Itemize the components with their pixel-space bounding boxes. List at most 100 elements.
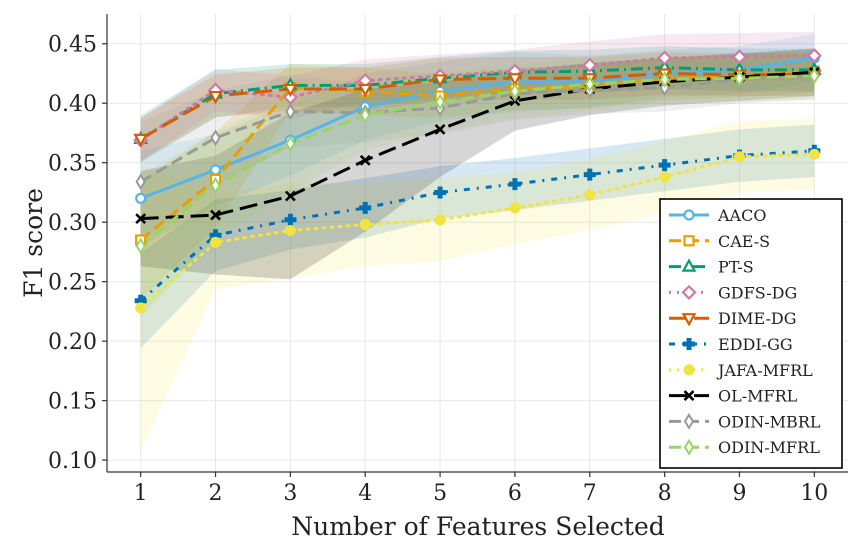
point-dime-dg-1 — [133, 133, 149, 148]
point-eddi-gg-2 — [209, 229, 222, 242]
legend-marker-pt-s — [681, 258, 697, 272]
line-odin-mbrl — [139, 74, 815, 184]
point-jafa-mfrl-4 — [359, 219, 371, 231]
legend-label-eddi-gg: EDDI-GG — [718, 335, 793, 354]
point-eddi-gg-1 — [134, 294, 147, 307]
x-axis-label: Number of Features Selected — [291, 512, 665, 541]
point-jafa-mfrl-6 — [509, 202, 521, 214]
point-jafa-mfrl-1 — [135, 302, 147, 314]
legend: AACO CAE-S PT-S GDFS-DG DIME-DG EDDI-GG JAFA-M… — [659, 198, 843, 469]
point-gdfs-dg-9 — [731, 49, 748, 65]
line-gdfs-dg — [139, 54, 816, 142]
point-dime-dg-5 — [432, 74, 448, 88]
point-eddi-gg-5 — [434, 186, 447, 199]
band-jafa-mfrl — [140, 118, 815, 451]
series-markers — [133, 48, 822, 314]
point-aaco-2 — [209, 164, 222, 176]
x-tick-label: 6 — [508, 481, 522, 506]
x-tick-label: 8 — [658, 481, 672, 506]
point-eddi-gg-4 — [359, 201, 372, 214]
x-tick-label: 7 — [583, 481, 597, 506]
y-tick-label: 0.20 — [48, 330, 97, 355]
legend-marker-dime-dg — [681, 313, 697, 327]
point-odin-mfrl-7 — [584, 75, 595, 93]
line-pt-s — [139, 66, 815, 141]
x-tick-label: 10 — [800, 481, 828, 506]
point-odin-mfrl-1 — [135, 237, 146, 255]
legend-marker-odin-mbrl — [683, 412, 695, 430]
x-tick-label: 5 — [433, 481, 447, 506]
point-eddi-gg-7 — [583, 168, 596, 181]
point-eddi-gg-3 — [284, 213, 297, 226]
legend-marker-ol-mfrl — [683, 390, 695, 402]
legend-marker-odin-mfrl — [683, 438, 695, 456]
axes — [102, 14, 848, 477]
y-tick-label: 0.35 — [48, 152, 97, 177]
point-jafa-mfrl-8 — [659, 171, 671, 183]
x-tick-label: 4 — [358, 481, 372, 506]
point-odin-mbrl-2 — [210, 129, 221, 147]
y-tick-label: 0.25 — [48, 271, 97, 296]
legend-marker-eddi-gg — [683, 338, 695, 350]
legend-marker-jafa-mfrl — [683, 364, 695, 376]
point-ol-mfrl-5 — [434, 123, 446, 135]
legend-label-dime-dg: DIME-DG — [718, 309, 797, 328]
line-jafa-mfrl — [139, 152, 816, 310]
series-lines — [139, 54, 816, 310]
point-jafa-mfrl-10 — [808, 148, 820, 160]
point-ol-mfrl-2 — [210, 209, 221, 221]
point-eddi-gg-6 — [508, 178, 521, 191]
legend-label-pt-s: PT-S — [718, 258, 754, 277]
band-gdfs-dg — [140, 31, 815, 162]
legend-label-odin-mfrl: ODIN-MFRL — [718, 438, 820, 457]
point-ol-mfrl-4 — [359, 154, 371, 166]
point-jafa-mfrl-2 — [210, 236, 222, 248]
point-odin-mfrl-5 — [434, 93, 446, 111]
legend-marker-aaco — [683, 209, 695, 221]
point-ol-mfrl-3 — [284, 190, 296, 202]
line-odin-mfrl — [139, 74, 815, 248]
point-odin-mfrl-2 — [210, 176, 221, 194]
legend-label-gdfs-dg: GDFS-DG — [718, 283, 797, 302]
point-dime-dg-4 — [357, 83, 373, 98]
x-tick-label: 3 — [283, 481, 297, 506]
point-gdfs-dg-8 — [657, 50, 673, 66]
point-gdfs-dg-7 — [582, 57, 598, 73]
point-odin-mfrl-10 — [809, 67, 820, 85]
legend-marker-gdfs-dg — [681, 284, 697, 300]
y-tick-label: 0.30 — [48, 211, 97, 236]
point-jafa-mfrl-5 — [434, 214, 446, 226]
line-eddi-gg — [139, 149, 815, 302]
point-odin-mfrl-3 — [285, 135, 296, 153]
line-cae-s — [139, 69, 815, 242]
tick-labels: 0.10 0.15 0.20 0.25 0.30 0.35 0.40 0.45 1 2 3 4 5 6 7 8… — [48, 33, 828, 506]
point-odin-mfrl-6 — [509, 82, 521, 100]
y-tick-label: 0.40 — [48, 92, 97, 117]
legend-label-cae-s: CAE-S — [718, 232, 770, 251]
line-aaco — [140, 56, 815, 200]
point-jafa-mfrl-9 — [733, 151, 745, 163]
y-tick-label: 0.15 — [48, 390, 97, 415]
legend-label-jafa-mfrl: JAFA-MFRL — [716, 361, 813, 380]
point-dime-dg-2 — [208, 90, 223, 105]
point-odin-mfrl-8 — [659, 71, 670, 88]
point-dime-dg-3 — [283, 83, 298, 98]
y-tick-label: 0.10 — [48, 449, 97, 474]
point-dime-dg-6 — [507, 73, 523, 87]
band-ol-mfrl — [140, 48, 815, 280]
y-tick-label: 0.45 — [48, 33, 97, 58]
point-odin-mbrl-3 — [285, 103, 296, 120]
legend-label-odin-mbrl: ODIN-MBRL — [718, 412, 821, 431]
point-gdfs-dg-10 — [806, 48, 822, 64]
band-odin-mfrl — [140, 52, 815, 318]
x-tick-label: 1 — [134, 481, 148, 506]
legend-label-aaco: AACO — [717, 206, 766, 225]
point-aaco-1 — [135, 192, 147, 204]
legend-marker-cae-s — [683, 235, 695, 247]
x-tick-label: 9 — [732, 481, 746, 506]
point-eddi-gg-8 — [658, 159, 671, 172]
legend-label-ol-mfrl: OL-MFRL — [718, 387, 798, 406]
point-jafa-mfrl-7 — [584, 189, 596, 201]
x-tick-label: 2 — [209, 481, 223, 506]
